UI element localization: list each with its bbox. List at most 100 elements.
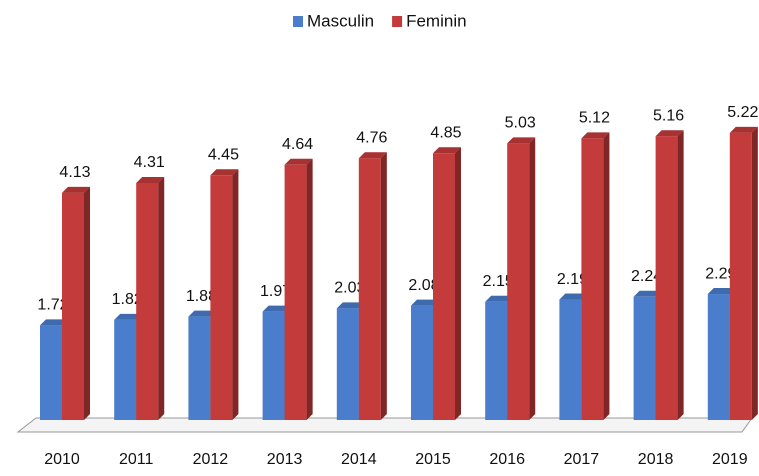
bar-front (188, 316, 211, 420)
bar-side-shade (380, 152, 387, 420)
bar-side (158, 176, 165, 420)
bar-top-shade (507, 137, 536, 144)
bar-top-shade (262, 305, 291, 312)
x-tick-label: 2016 (489, 451, 525, 468)
bar-top (729, 126, 758, 133)
bar-top (433, 147, 461, 154)
bar-top (411, 299, 439, 306)
bar-top (62, 186, 90, 193)
bar-top-shade (188, 310, 217, 317)
data-label: 5.03 (505, 115, 536, 132)
data-label: 4.13 (59, 164, 90, 181)
bar-side-shade (751, 126, 758, 421)
bar-front (114, 319, 137, 420)
bar-top-shade (210, 169, 239, 176)
bar-side (232, 169, 239, 420)
data-label: 4.85 (430, 124, 461, 141)
bar-side (677, 130, 684, 420)
bar-top-shade (559, 293, 588, 300)
bar-front (485, 301, 508, 420)
bar-side-shade (232, 169, 239, 420)
x-tick-label: 2013 (267, 451, 303, 468)
bar (433, 147, 461, 420)
bar-top (262, 305, 291, 312)
bar-top-shade (136, 176, 165, 183)
bar-front (336, 308, 359, 420)
x-tick-label: 2010 (44, 451, 80, 468)
bar-front (62, 192, 84, 420)
bar-top-shade (284, 158, 313, 165)
bar-front (411, 305, 433, 420)
bar-top (210, 169, 239, 176)
bar-front (559, 299, 582, 420)
bar-top-shade (633, 290, 662, 297)
bar (358, 152, 387, 420)
bar-side (306, 158, 313, 421)
bar (729, 126, 758, 421)
bar-side-shade (529, 137, 536, 420)
x-tick-label: 2015 (415, 451, 451, 468)
bar (210, 169, 239, 420)
x-tick-label: 2011 (119, 451, 154, 468)
bar-top (581, 132, 610, 139)
data-label: 4.76 (356, 129, 387, 146)
bar-front (262, 311, 285, 420)
bar-side-shade (84, 186, 90, 420)
data-label: 2.03 (334, 280, 365, 297)
data-label: 2.24 (631, 268, 662, 285)
bar-top (559, 293, 588, 300)
bar-top (114, 313, 143, 320)
bar-side-shade (158, 176, 165, 420)
bar-front (136, 182, 159, 420)
bar-front (433, 153, 455, 420)
data-label: 2.15 (483, 273, 514, 290)
bar-front (358, 158, 381, 420)
bar-top (707, 288, 736, 295)
bar-side (455, 147, 461, 420)
bar-top (358, 152, 387, 159)
bar (655, 130, 684, 420)
bar-front (507, 143, 530, 420)
data-label: 2.29 (705, 265, 736, 282)
data-label: 1.72 (37, 297, 68, 314)
bar-top (336, 302, 365, 309)
bar (62, 186, 90, 420)
bar-side (603, 132, 610, 420)
bar-front (40, 325, 62, 420)
x-tick-label: 2014 (341, 451, 377, 468)
data-label: 5.22 (727, 104, 758, 121)
bar (284, 158, 313, 421)
data-label: 4.64 (282, 136, 313, 153)
bar-top-shade (40, 319, 68, 326)
bar-side-shade (306, 158, 313, 421)
bar-top-shade (485, 295, 514, 302)
bar-front (655, 136, 678, 420)
bar-side-shade (455, 147, 461, 420)
bar-top (136, 176, 165, 183)
bar-top-shade (729, 126, 758, 133)
bar-side-shade (603, 132, 610, 420)
bar-top (485, 295, 514, 302)
bar-side-shade (677, 130, 684, 420)
x-tick-label: 2017 (564, 451, 600, 468)
bar-side (84, 186, 90, 420)
data-label: 4.31 (134, 154, 165, 171)
bar-top-shade (581, 132, 610, 139)
bar-top-shade (358, 152, 387, 159)
floor (16, 417, 753, 433)
data-label: 1.88 (186, 288, 217, 305)
bar-front (581, 138, 604, 420)
legend-label: Feminin (406, 11, 466, 30)
bar-top (507, 137, 536, 144)
bar-front (210, 175, 233, 420)
legend-swatch (293, 16, 303, 27)
data-label: 2.19 (557, 271, 588, 288)
bar-top (655, 130, 684, 137)
data-label: 1.97 (260, 283, 291, 300)
bar-front (284, 164, 307, 420)
bar-top-shade (114, 313, 143, 320)
data-label: 4.45 (208, 146, 239, 163)
x-tick-label: 2019 (712, 451, 748, 468)
data-label: 5.12 (579, 110, 610, 127)
